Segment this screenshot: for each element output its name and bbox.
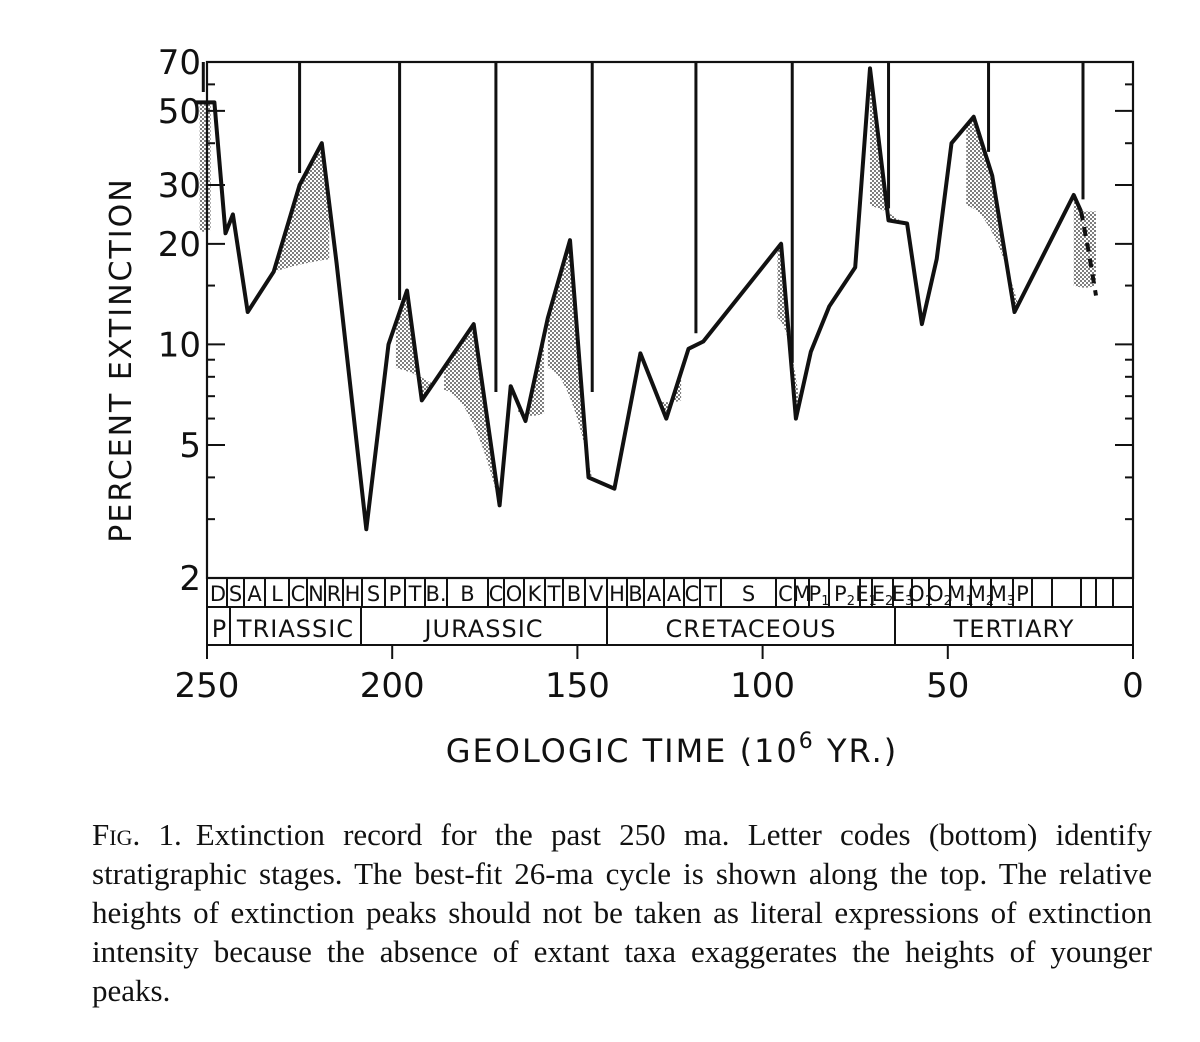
- stage-label: S: [742, 582, 755, 606]
- stage-label: C: [291, 582, 306, 606]
- x-axis-title: GEOLOGIC TIME (106 YR.): [446, 729, 898, 770]
- stage-label: B: [460, 582, 474, 606]
- x-tick-label: 250: [175, 666, 240, 706]
- stage-label: T: [703, 582, 717, 606]
- x-tick-label: 0: [1122, 666, 1144, 706]
- shaded-peak-1: [200, 102, 211, 232]
- stage-label: B.: [425, 582, 446, 606]
- stage-label: R: [327, 582, 342, 606]
- period-label: TRIASSIC: [236, 615, 354, 643]
- stage-label: P2: [834, 582, 855, 609]
- caption-figure-number: Fig. 1.: [92, 817, 182, 852]
- y-tick-label: 20: [158, 225, 201, 265]
- stage-label: P1: [809, 582, 830, 609]
- x-tick-label: 50: [926, 666, 969, 706]
- cycle-lines: [203, 62, 1083, 392]
- stage-label: T: [408, 582, 422, 606]
- stage-label: A: [667, 582, 682, 606]
- stage-label: A: [247, 582, 262, 606]
- period-label: CRETACEOUS: [665, 615, 836, 643]
- stage-label: B: [628, 582, 642, 606]
- y-tick-label: 2: [179, 559, 201, 599]
- stage-label: T: [547, 582, 561, 606]
- stage-label: D: [210, 582, 226, 606]
- stage-label: A: [647, 582, 662, 606]
- stage-label: S: [229, 582, 242, 606]
- shaded-peak-11: [1074, 195, 1096, 288]
- stage-label: P: [389, 582, 402, 606]
- plot-frame: [207, 62, 1133, 578]
- x-tick-label: 100: [730, 666, 795, 706]
- y-tick-label: 10: [158, 325, 201, 365]
- y-tick-label: 30: [158, 166, 201, 206]
- y-axis-title: PERCENT EXTINCTION: [104, 177, 139, 542]
- stage-label: P: [1016, 582, 1029, 606]
- stage-label: C: [685, 582, 700, 606]
- stage-label: V: [589, 582, 604, 606]
- x-axis: 250 200 150 100 50 0: [175, 645, 1144, 706]
- period-label: JURASSIC: [422, 615, 543, 643]
- stage-label: C: [778, 582, 793, 606]
- shaded-peak-2: [274, 143, 330, 272]
- stage-label: L: [271, 582, 283, 606]
- stage-label: O: [506, 582, 523, 606]
- y-tick-label: 70: [158, 43, 201, 83]
- x-tick-label: 150: [545, 666, 610, 706]
- figure-caption: Fig. 1. Extinction record for the past 25…: [92, 815, 1152, 1010]
- extinction-series: [196, 68, 1096, 529]
- stage-label: B: [567, 582, 581, 606]
- y-tick-label: 50: [158, 92, 201, 132]
- stage-label: S: [367, 582, 380, 606]
- stage-label: K: [528, 582, 543, 606]
- period-label: P: [212, 615, 227, 643]
- shaded-peak-4: [444, 324, 500, 505]
- extinction-line: [196, 68, 1081, 529]
- stage-label: C: [489, 582, 504, 606]
- x-tick-label: 200: [360, 666, 425, 706]
- caption-text: Extinction record for the past 250 ma. L…: [92, 817, 1152, 1008]
- y-axis: 70 50 30 20 10 5 2: [158, 43, 1133, 599]
- stage-label: M3: [989, 582, 1015, 609]
- stage-label: N: [308, 582, 324, 606]
- stage-table: D S A L C N R H S P T B. B C O K T B V H B A A C T S C MP1 P2 E1E2E3O…: [207, 578, 1133, 645]
- stage-label: H: [609, 582, 625, 606]
- plot-border: [207, 62, 1133, 578]
- stage-label: H: [345, 582, 361, 606]
- y-tick-label: 5: [179, 426, 201, 466]
- period-label: TERTIARY: [953, 615, 1075, 643]
- stage-label: E2: [872, 582, 894, 609]
